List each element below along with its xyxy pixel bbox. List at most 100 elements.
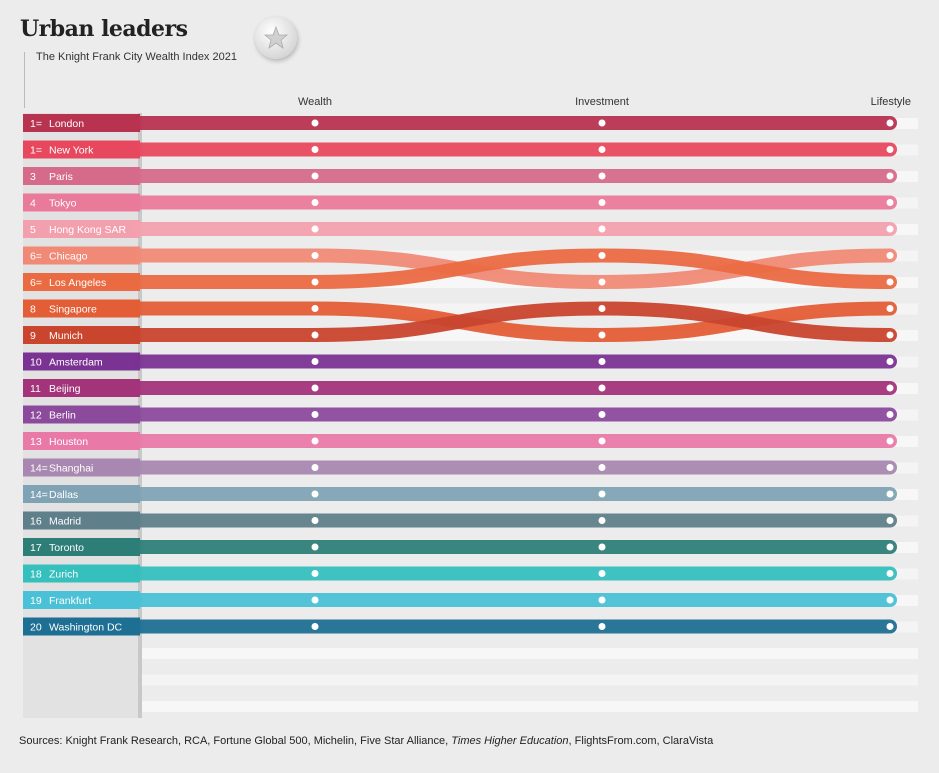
rank-dot <box>598 411 606 418</box>
city-name: New York <box>49 145 94 157</box>
city-label-bg <box>23 299 140 318</box>
rank-dot <box>886 384 894 392</box>
city-name: Dallas <box>49 489 78 501</box>
city-lines <box>133 115 897 634</box>
rank-dot <box>598 623 606 630</box>
sources-italic: Times Higher Education <box>451 735 569 747</box>
rank-dot <box>311 570 319 577</box>
rank-dot <box>886 146 894 153</box>
city-rank: 11 <box>30 383 41 395</box>
row-stripe <box>142 701 918 712</box>
rank-dot <box>598 517 606 524</box>
rank-dot <box>598 570 606 577</box>
city-label-bg <box>23 458 140 477</box>
city-rank: 1= <box>30 145 42 157</box>
rank-dot <box>886 411 894 418</box>
city-rank: 10 <box>30 357 42 369</box>
chart-subtitle: The Knight Frank City Wealth Index 2021 <box>36 51 237 63</box>
rank-dot <box>598 358 606 365</box>
city-rank: 6= <box>30 251 42 263</box>
rank-dot <box>886 437 894 445</box>
row-stripe <box>142 648 918 659</box>
rank-dot <box>886 199 894 206</box>
city-line <box>133 301 897 343</box>
city-name: Frankfurt <box>49 595 91 607</box>
city-rank: 9 <box>30 330 36 342</box>
city-rank: 18 <box>30 569 42 581</box>
rank-dot <box>598 146 606 153</box>
rank-dot <box>598 543 606 551</box>
city-name: Toronto <box>49 542 84 554</box>
city-name: Beijing <box>49 383 81 395</box>
city-label-bg <box>23 326 140 344</box>
rank-dot <box>598 172 606 180</box>
rank-dot <box>311 278 319 286</box>
city-name: Munich <box>49 330 83 342</box>
rank-dot <box>311 305 319 312</box>
sources-lead: Sources: Knight Frank Research, RCA, For… <box>19 735 452 747</box>
city-name: Shanghai <box>49 463 93 475</box>
city-label-bg <box>23 432 140 450</box>
subtitle-rule <box>24 52 25 108</box>
rank-dot <box>598 596 606 604</box>
rank-dot <box>311 119 319 127</box>
city-name: Tokyo <box>49 198 77 210</box>
rank-dot <box>886 331 894 339</box>
city-label-bg <box>23 167 140 185</box>
rank-dot <box>598 252 606 259</box>
rank-dot <box>886 358 894 365</box>
rank-dots <box>311 119 894 630</box>
city-label-bg <box>23 379 140 397</box>
rank-dot <box>886 490 894 498</box>
star-icon <box>263 25 289 49</box>
sources-note: Sources: Knight Frank Research, RCA, For… <box>19 735 713 747</box>
city-name: Paris <box>49 171 73 183</box>
city-rank: 20 <box>30 622 42 634</box>
city-name: Madrid <box>49 516 81 528</box>
rank-dot <box>598 305 606 312</box>
city-label-bg <box>23 193 140 212</box>
rank-dot <box>886 464 894 471</box>
rank-dot <box>311 623 319 630</box>
star-medal-icon <box>255 17 297 59</box>
rank-dot <box>598 199 606 206</box>
city-line <box>133 248 897 290</box>
city-rank: 16 <box>30 516 42 528</box>
rank-dot <box>886 225 894 233</box>
rank-dot <box>311 411 319 418</box>
rank-dot <box>886 172 894 180</box>
rank-dot <box>311 146 319 153</box>
rank-dot <box>311 225 319 233</box>
rank-dot <box>598 119 606 127</box>
city-rank: 1= <box>30 118 42 130</box>
rank-dot <box>311 172 319 180</box>
rank-dot <box>598 225 606 233</box>
rank-dot <box>886 252 894 259</box>
rank-dot <box>598 384 606 392</box>
rank-dot <box>886 517 894 524</box>
city-label-bg <box>23 511 140 530</box>
rank-dot <box>311 437 319 445</box>
city-name: Washington DC <box>49 622 123 634</box>
chart-title: Urban leaders <box>20 16 188 42</box>
rank-dot <box>886 543 894 551</box>
city-label-bg <box>23 220 140 238</box>
city-name: Berlin <box>49 410 76 422</box>
city-label-bg <box>23 617 140 636</box>
city-label-bg <box>23 140 140 159</box>
city-label-bg <box>23 485 140 503</box>
rank-dot <box>311 252 319 259</box>
rank-dot <box>311 464 319 471</box>
city-label-bg <box>23 538 140 556</box>
city-label-bg <box>23 246 140 265</box>
sources-tail: , FlightsFrom.com, ClaraVista <box>568 735 714 747</box>
rank-dot <box>886 596 894 604</box>
city-rank: 8 <box>30 304 36 316</box>
row-stripe <box>142 674 918 686</box>
city-rank: 13 <box>30 436 42 448</box>
city-rank: 19 <box>30 595 42 607</box>
city-label-bg <box>23 352 140 371</box>
axis-label-lifestyle: Lifestyle <box>871 96 911 108</box>
city-label-bg <box>23 405 140 424</box>
